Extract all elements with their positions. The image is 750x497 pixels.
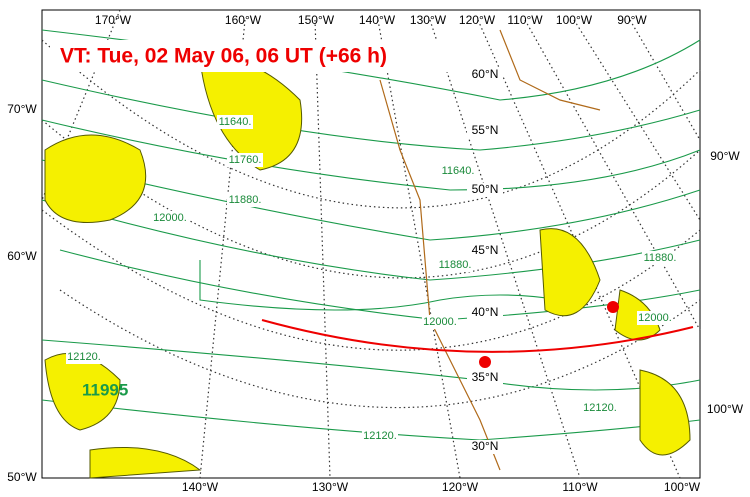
bottom-label: 140°W — [182, 480, 219, 494]
right-label: 100°W — [707, 402, 744, 416]
label-bg — [467, 124, 503, 138]
label-bg — [437, 258, 473, 272]
top-label: 90°W — [617, 13, 647, 27]
label-bg — [582, 401, 618, 415]
lat-label: 40°N — [472, 305, 499, 319]
top-label: 170°W — [95, 13, 132, 27]
contour-label: 11640. — [442, 165, 475, 177]
top-label: 130°W — [410, 13, 447, 27]
label-bg — [422, 315, 458, 329]
contour-label: 11640. — [219, 116, 252, 128]
track-line — [261, 319, 694, 353]
top-label: 160°W — [225, 13, 262, 27]
center-label: 11995 — [82, 380, 128, 399]
plot-frame — [41, 9, 701, 479]
title-bg — [50, 40, 450, 72]
top-label: 110°W — [507, 13, 543, 27]
top-label: 140°W — [359, 13, 396, 27]
title: VT: Tue, 02 May 06, 06 UT (+66 h) — [60, 45, 387, 68]
top-label: 150°W — [298, 13, 335, 27]
label-bg — [217, 115, 253, 129]
lat-label: 50°N — [472, 182, 499, 196]
contour-label: 11880. — [644, 252, 677, 264]
contour-label: 11880. — [439, 259, 472, 271]
lat-label: 55°N — [472, 123, 499, 137]
contour-label: 12000. — [423, 316, 457, 328]
contour-label: 12000. — [638, 312, 672, 324]
contour-label: 12120. — [583, 402, 617, 414]
contour-label: 11880. — [229, 194, 262, 206]
label-bg — [227, 153, 263, 167]
bottom-label: 100°W — [664, 480, 701, 494]
contour-label: 11760. — [229, 154, 262, 166]
top-label: 120°W — [459, 13, 496, 27]
label-bg — [467, 440, 503, 454]
label-bg — [637, 311, 673, 325]
bottom-label: 120°W — [442, 480, 479, 494]
bottom-label: 110°W — [562, 480, 598, 494]
label-bg — [467, 183, 503, 197]
label-bg — [642, 251, 678, 265]
label-bg — [440, 164, 476, 178]
label-bg — [152, 211, 188, 225]
lat-label: 45°N — [472, 243, 499, 257]
label-bg — [467, 306, 503, 320]
label-bg — [66, 350, 102, 364]
label-bg — [362, 429, 398, 443]
left-label: 50°W — [7, 470, 37, 484]
coastline — [379, 29, 601, 471]
marker — [607, 301, 619, 313]
left-label: 60°W — [7, 249, 37, 263]
label-bg — [227, 193, 263, 207]
contour-label: 12000. — [153, 212, 187, 224]
marker — [479, 356, 491, 368]
lat-label: 35°N — [472, 370, 499, 384]
lat-label: 60°N — [472, 67, 499, 81]
contour-label: 12120. — [363, 430, 397, 442]
left-label: 70°W — [7, 102, 37, 116]
precip-blobs — [44, 57, 691, 479]
bottom-label: 130°W — [312, 480, 349, 494]
label-bg — [467, 68, 503, 82]
top-label: 100°W — [556, 13, 593, 27]
label-bg — [467, 244, 503, 258]
lat-label: 30°N — [472, 439, 499, 453]
contour-label: 12120. — [67, 351, 101, 363]
right-label: 90°W — [710, 149, 740, 163]
label-bg — [467, 371, 503, 385]
